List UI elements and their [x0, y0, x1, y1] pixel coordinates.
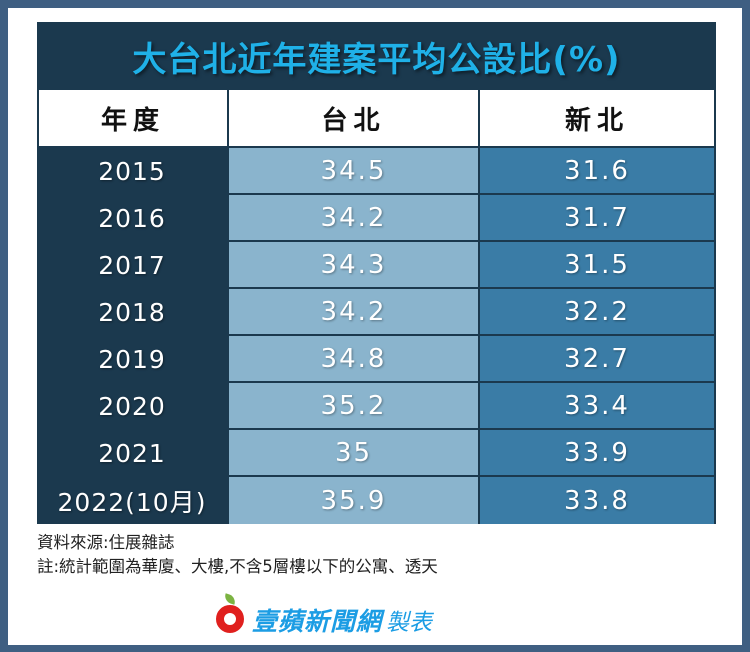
cell-taipei: 35	[227, 430, 478, 477]
apple-icon	[216, 593, 246, 635]
header-row: 年度 台北 新北	[37, 90, 716, 146]
header-new-taipei: 新北	[480, 90, 714, 146]
data-table: 大台北近年建案平均公設比(%) 年度 台北 新北 2015 34.5 31.6 …	[37, 22, 716, 524]
table-row: 2021 35 33.9	[37, 430, 714, 477]
table-row: 2020 35.2 33.4	[37, 383, 714, 430]
scope-note: 註:統計範圍為華廈、大樓,不含5層樓以下的公寓、透天	[37, 557, 438, 576]
cell-new-taipei: 31.6	[478, 148, 714, 195]
cell-taipei: 34.3	[227, 242, 478, 289]
cell-new-taipei: 32.7	[478, 336, 714, 383]
brand-suffix: 製表	[386, 610, 433, 636]
leaf-icon	[222, 593, 238, 605]
cell-year: 2019	[37, 336, 227, 383]
cell-taipei: 34.5	[227, 148, 478, 195]
header-year: 年度	[39, 90, 227, 146]
cell-taipei: 35.9	[227, 477, 478, 524]
cell-year: 2018	[37, 289, 227, 336]
cell-new-taipei: 33.4	[478, 383, 714, 430]
table-title: 大台北近年建案平均公設比(%)	[132, 39, 621, 80]
cell-year: 2017	[37, 242, 227, 289]
cell-taipei: 35.2	[227, 383, 478, 430]
source-note: 資料來源:住展雜誌	[37, 533, 175, 552]
table-row: 2022(10月) 35.9 33.8	[37, 477, 714, 524]
footnotes: 資料來源:住展雜誌 註:統計範圍為華廈、大樓,不含5層樓以下的公寓、透天	[37, 531, 438, 579]
table-row: 2019 34.8 32.7	[37, 336, 714, 383]
cell-year: 2021	[37, 430, 227, 477]
infographic-panel: 大台北近年建案平均公設比(%) 年度 台北 新北 2015 34.5 31.6 …	[8, 8, 742, 645]
cell-year: 2016	[37, 195, 227, 242]
table-row: 2017 34.3 31.5	[37, 242, 714, 289]
cell-year: 2015	[37, 148, 227, 195]
apple-body-icon	[216, 605, 244, 633]
cell-year: 2022(10月)	[37, 477, 227, 524]
cell-taipei: 34.8	[227, 336, 478, 383]
cell-year: 2020	[37, 383, 227, 430]
cell-new-taipei: 32.2	[478, 289, 714, 336]
cell-new-taipei: 33.9	[478, 430, 714, 477]
cell-new-taipei: 31.5	[478, 242, 714, 289]
brand-name: 壹蘋新聞網	[252, 607, 383, 636]
table-body: 2015 34.5 31.6 2016 34.2 31.7 2017 34.3 …	[37, 146, 716, 524]
cell-taipei: 34.2	[227, 195, 478, 242]
cell-new-taipei: 33.8	[478, 477, 714, 524]
table-row: 2015 34.5 31.6	[37, 148, 714, 195]
table-row: 2018 34.2 32.2	[37, 289, 714, 336]
cell-new-taipei: 31.7	[478, 195, 714, 242]
header-taipei: 台北	[229, 90, 478, 146]
cell-taipei: 34.2	[227, 289, 478, 336]
brand-logo: 壹蘋新聞網 製表	[216, 592, 432, 638]
table-row: 2016 34.2 31.7	[37, 195, 714, 242]
